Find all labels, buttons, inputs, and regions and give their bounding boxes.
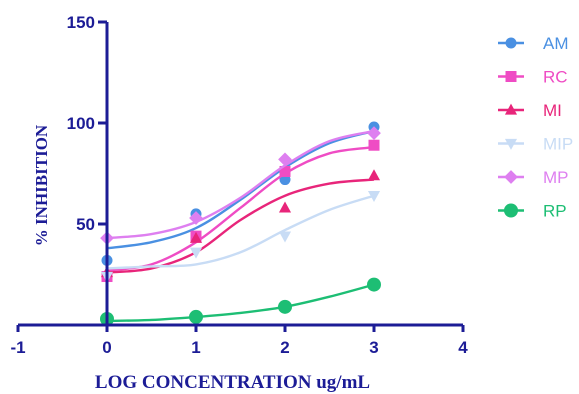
plot-area [100,121,381,326]
legend-label: AM [543,34,569,53]
y-ticks: 50 100 150 [67,13,107,234]
fit-curve-rp [106,283,375,323]
fit-curve-mp [106,129,375,240]
x-ticks: -1 0 1 2 3 4 [10,325,468,357]
x-tick-label: -1 [10,338,25,357]
legend-item-rp: RP [498,202,567,221]
data-point-mip [189,247,203,259]
series-mi [100,169,381,278]
legend-label: RP [543,202,567,221]
data-point-rp [367,277,381,292]
legend-marker [504,138,518,150]
data-point-mi [367,169,381,181]
x-tick-label: 4 [458,338,468,357]
data-point-mp [189,211,203,225]
fit-curve-mi [106,178,375,274]
data-point-mi [278,201,292,213]
fit-curve-am [106,129,375,250]
legend-item-mip: MIP [498,135,573,154]
series-am [101,121,380,266]
series-mp [100,126,381,246]
x-tick-label: 2 [280,338,289,357]
axes: -1 0 1 2 3 4 50 100 150 [10,13,468,357]
data-point-rc [279,165,291,177]
data-point-rp [278,299,292,314]
fit-curve-rc [106,146,375,272]
legend-marker [504,103,518,115]
y-tick-label: 100 [67,114,95,133]
legend-label: MI [543,101,562,120]
series-rc [101,139,380,283]
legend-item-mi: MI [498,101,562,120]
y-tick-label: 50 [76,215,95,234]
y-axis-title: % INHIBITION [32,124,51,246]
data-point-mip [367,191,381,203]
data-point-mp [367,126,381,140]
fit-curve-mip [106,194,375,270]
legend-label: MIP [543,135,573,154]
x-tick-label: 0 [102,338,111,357]
legend-item-rc: RC [498,68,568,87]
x-tick-label: 3 [369,338,378,357]
data-point-rp [189,309,203,324]
series-rp [100,277,381,326]
data-point-mp [278,152,292,167]
legend: AM RC MI MIP MP RP [498,34,573,221]
legend-marker [505,71,517,82]
legend-marker [504,170,518,184]
series-mip [100,191,381,283]
legend-label: MP [543,168,569,187]
x-axis-title: LOG CONCENTRATION ug/mL [95,372,370,393]
data-point-mip [278,231,292,243]
legend-marker [504,203,518,218]
legend-item-am: AM [498,34,569,53]
y-tick-label: 150 [67,13,95,32]
x-tick-label: 1 [191,338,200,357]
data-point-mi [189,231,203,243]
legend-marker [505,37,517,49]
legend-item-mp: MP [498,168,569,187]
data-point-rc [368,139,380,151]
legend-label: RC [543,68,568,87]
